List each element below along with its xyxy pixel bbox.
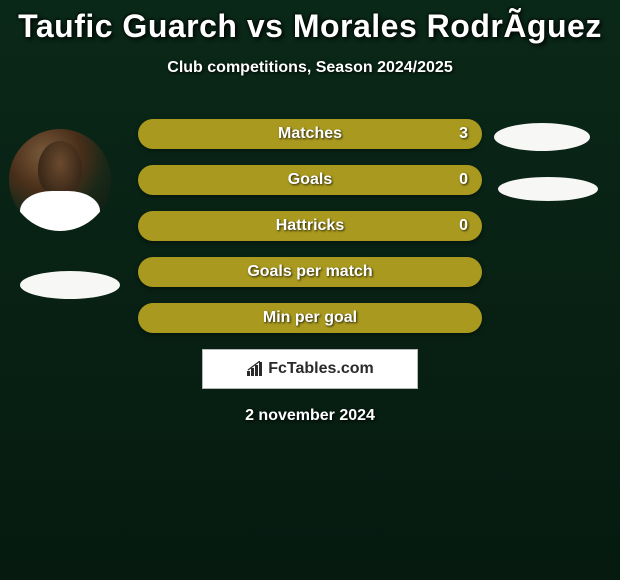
watermark-badge: FcTables.com [202,349,418,389]
stat-label: Hattricks [276,217,344,235]
stat-bar-matches: Matches 3 [138,119,482,149]
stat-label: Goals per match [247,263,372,281]
page-title: Taufic Guarch vs Morales RodrÃ­guez [0,0,620,45]
stat-label: Matches [278,125,342,143]
chart-icon [246,361,266,377]
avatar-face [38,141,82,197]
stat-bars: Matches 3 Goals 0 Hattricks 0 Goals per … [138,119,482,349]
stat-bar-min-per-goal: Min per goal [138,303,482,333]
subtitle: Club competitions, Season 2024/2025 [0,59,620,77]
watermark-text: FcTables.com [268,360,374,378]
stat-value: 0 [459,217,468,235]
avatar-body [20,191,100,231]
stat-value: 0 [459,171,468,189]
date-text: 2 november 2024 [245,407,375,425]
placeholder-ellipse-right-bottom [498,177,598,201]
placeholder-ellipse-left [20,271,120,299]
stat-value: 3 [459,125,468,143]
stat-bar-hattricks: Hattricks 0 [138,211,482,241]
player-left-avatar [9,129,111,231]
stat-bar-goals-per-match: Goals per match [138,257,482,287]
stat-label: Min per goal [263,309,357,327]
placeholder-ellipse-right-top [494,123,590,151]
stat-bar-goals: Goals 0 [138,165,482,195]
stat-label: Goals [288,171,332,189]
